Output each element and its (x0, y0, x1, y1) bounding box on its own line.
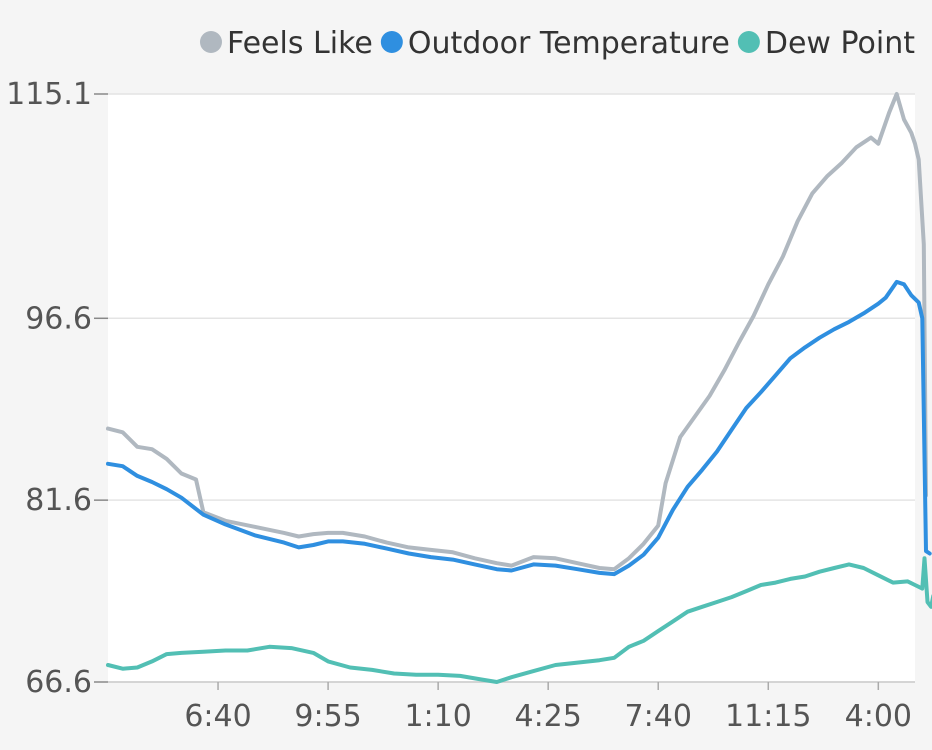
series-line-outdoor-temperature (106, 279, 932, 577)
legend-swatch-outdoor-temperature[interactable] (380, 31, 403, 53)
x-tick-label: 1:10 (404, 699, 471, 734)
legend-label-dew-point[interactable]: Dew Point (765, 26, 915, 61)
series-group (106, 92, 932, 684)
y-tick-label: 81.6 (25, 483, 92, 518)
legend-label-feels-like[interactable]: Feels Like (227, 26, 373, 61)
legend-swatch-dew-point[interactable] (737, 31, 760, 53)
x-tick-label: 4:25 (514, 699, 581, 734)
x-axis: 6:40 9:55 1:10 4:25 7:40 11:15 4:00 (108, 681, 915, 734)
x-tick-label: 7:40 (625, 699, 692, 734)
y-tick-label: 96.6 (25, 301, 92, 336)
plot-area (108, 94, 915, 682)
y-tick-label: 66.6 (25, 665, 92, 700)
series-line-dew-point (106, 556, 932, 684)
x-tick-label: 6:40 (184, 699, 251, 734)
series-line-feels-like (106, 92, 928, 572)
legend-label-outdoor-temperature[interactable]: Outdoor Temperature (408, 26, 730, 61)
x-tick-label: 4:00 (845, 699, 912, 734)
y-axis: 115.1 96.6 81.6 66.6 (6, 77, 108, 700)
legend-swatch-feels-like[interactable] (199, 31, 222, 53)
x-tick-label: 9:55 (294, 699, 361, 734)
grid (108, 93, 915, 683)
x-tick-label: 11:15 (725, 699, 811, 734)
legend: Feels Like Outdoor Temperature Dew Point (199, 26, 915, 61)
y-tick-label: 115.1 (6, 77, 92, 112)
